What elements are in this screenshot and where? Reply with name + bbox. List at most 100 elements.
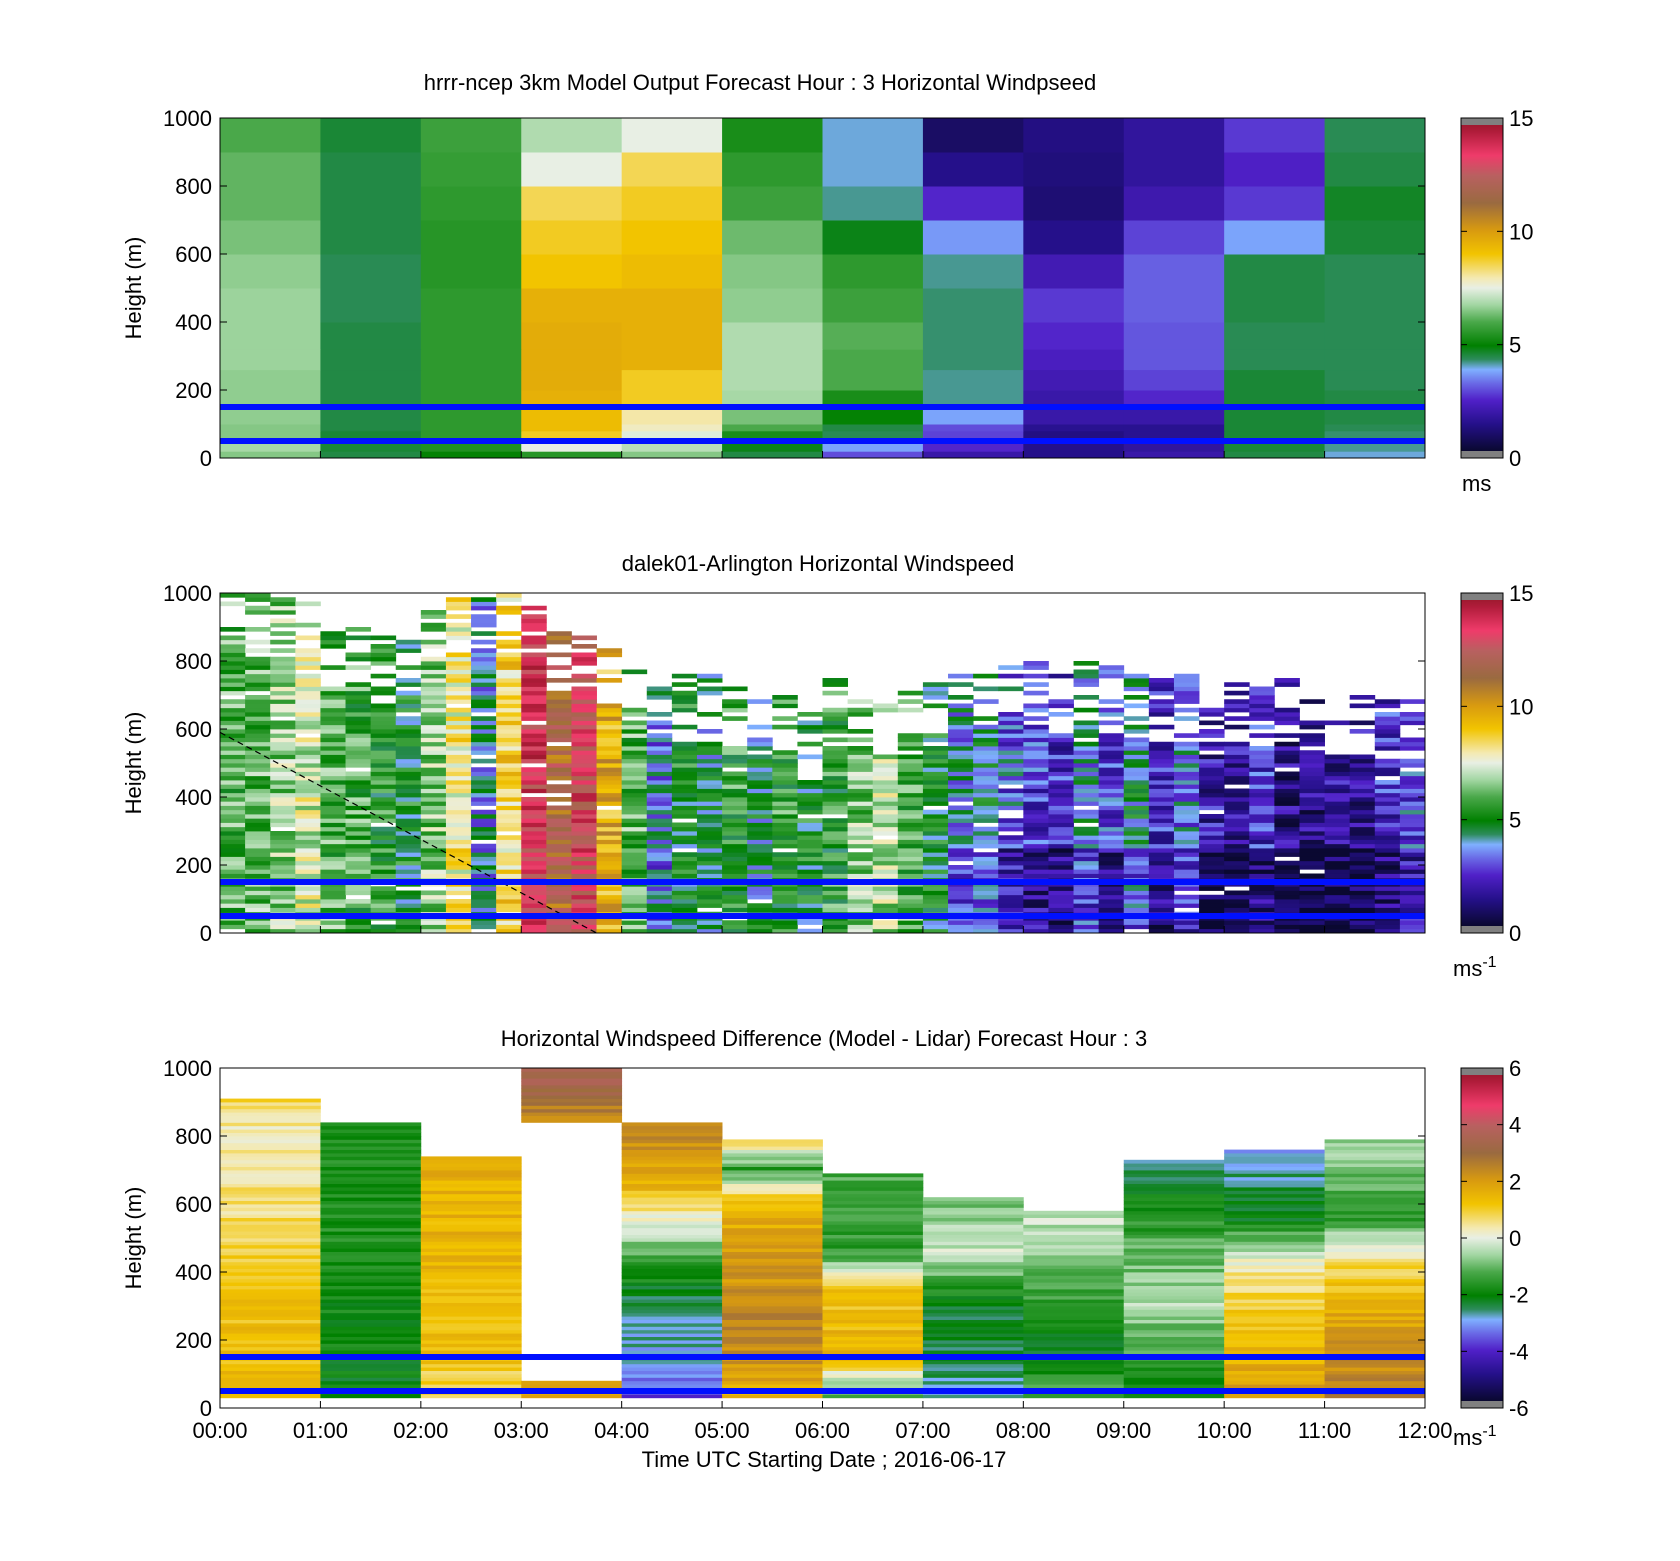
lidar-cell: [1123, 839, 1150, 845]
lidar-cell: [822, 724, 849, 730]
lidar-cell: [370, 873, 397, 879]
lidar-cell: [722, 903, 748, 908]
lidar-cell: [1048, 703, 1074, 709]
difference-cell: [822, 1275, 924, 1280]
difference-cell: [621, 1336, 723, 1341]
difference-cell: [1324, 1163, 1426, 1167]
difference-cell: [1324, 1319, 1426, 1324]
lidar-cell: [1148, 763, 1175, 768]
lidar-cell: [973, 801, 999, 806]
lidar-cell: [696, 758, 723, 764]
lidar-cell: [646, 737, 673, 743]
lidar-cell: [1023, 737, 1049, 743]
difference-cell: [822, 1340, 924, 1344]
lidar-cell: [596, 801, 623, 806]
lidar-cell: [1224, 703, 1250, 709]
lidar-cell: [1374, 865, 1401, 870]
lidar-cell: [445, 924, 472, 930]
lidar-cell: [797, 831, 823, 836]
lidar-cell: [345, 656, 372, 662]
lidar-cell: [220, 890, 246, 896]
y-tick-label: 600: [175, 242, 212, 267]
model-cell: [1224, 451, 1326, 459]
panel-model-ylabel: Height (m): [121, 237, 146, 340]
lidar-cell: [1048, 758, 1074, 764]
difference-cell: [722, 1350, 823, 1354]
lidar-cell: [521, 771, 547, 777]
difference-cell: [320, 1316, 422, 1320]
difference-cell: [521, 1102, 623, 1106]
lidar-cell: [1023, 703, 1049, 709]
lidar-cell: [546, 928, 572, 934]
lidar-cell: [772, 809, 798, 815]
lidar-cell: [922, 907, 949, 913]
lidar-cell: [621, 903, 648, 908]
lidar-cell: [1349, 763, 1376, 768]
lidar-cell: [1173, 852, 1200, 857]
lidar-cell: [546, 690, 572, 696]
lidar-cell: [295, 763, 321, 768]
lidar-cell: [596, 826, 623, 832]
difference-cell: [922, 1210, 1024, 1215]
lidar-cell: [1073, 771, 1100, 777]
lidar-cell: [897, 843, 924, 849]
lidar-cell: [847, 809, 874, 815]
lidar-cell: [973, 894, 999, 900]
lidar-cell: [973, 899, 999, 904]
lidar-cell: [270, 741, 296, 747]
lidar-cell: [973, 843, 999, 849]
lidar-cell: [696, 809, 723, 815]
lidar-cell: [521, 686, 547, 692]
lidar-cell: [1399, 826, 1426, 832]
lidar-cell: [1148, 831, 1175, 836]
lidar-cell: [948, 814, 974, 819]
difference-cell: [220, 1105, 321, 1110]
lidar-cell: [1123, 758, 1150, 764]
lidar-cell: [1224, 690, 1250, 696]
difference-cell: [822, 1306, 924, 1310]
lidar-cell: [847, 903, 874, 908]
lidar-cell: [1399, 843, 1426, 849]
difference-cell: [1224, 1200, 1325, 1205]
lidar-cell: [747, 699, 773, 704]
lidar-cell: [621, 741, 648, 747]
difference-cell: [320, 1136, 422, 1140]
lidar-cell: [1148, 818, 1175, 823]
lidar-cell: [1173, 733, 1200, 738]
lidar-cell: [420, 673, 447, 679]
model-cell: [1224, 322, 1326, 350]
colorbar-tick-label: 5: [1509, 808, 1521, 833]
lidar-cell: [420, 797, 447, 802]
lidar-cell: [471, 792, 497, 798]
lidar-cell: [1023, 860, 1049, 866]
lidar-cell: [596, 869, 623, 874]
lidar-cell: [295, 746, 321, 751]
difference-cell: [1123, 1238, 1225, 1242]
difference-cell: [1224, 1370, 1325, 1375]
lidar-cell: [420, 758, 447, 764]
lidar-cell: [973, 716, 999, 721]
lidar-cell: [571, 788, 597, 794]
lidar-cell: [1274, 835, 1300, 840]
lidar-cell: [1249, 924, 1275, 930]
difference-cell: [220, 1251, 321, 1256]
lidar-cell: [847, 831, 874, 836]
lidar-cell: [922, 899, 949, 904]
lidar-cell: [496, 712, 522, 717]
lidar-cell: [722, 746, 748, 751]
lidar-cell: [1349, 856, 1376, 862]
lidar-cell: [546, 703, 572, 709]
difference-cell: [1123, 1180, 1225, 1184]
lidar-cell: [722, 831, 748, 836]
lidar-cell: [973, 920, 999, 925]
lidar-cell: [872, 788, 899, 794]
lidar-cell: [747, 763, 773, 768]
difference-cell: [722, 1146, 823, 1150]
difference-cell: [1123, 1176, 1225, 1181]
lidar-cell: [420, 928, 447, 934]
lidar-cell: [621, 852, 648, 857]
lidar-cell: [1073, 894, 1100, 900]
lidar-cell: [245, 597, 271, 602]
model-cell: [420, 369, 522, 391]
lidar-cell: [521, 856, 547, 862]
